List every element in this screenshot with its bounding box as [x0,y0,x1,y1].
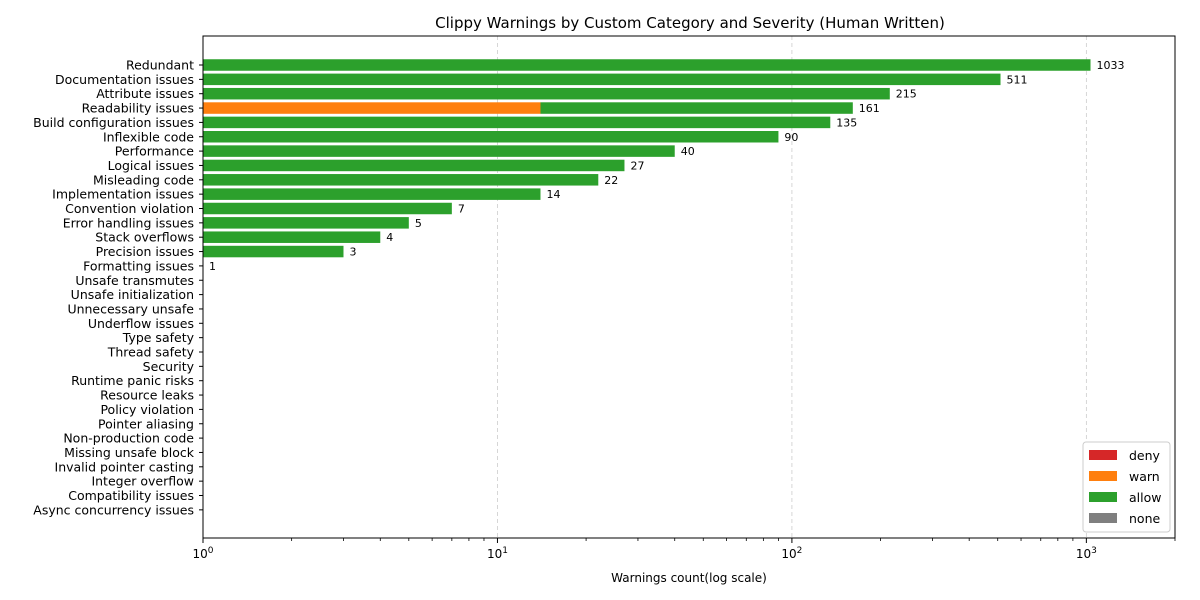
bar-warn [203,102,541,114]
y-tick-label: Invalid pointer casting [55,459,194,474]
y-tick-label: Documentation issues [55,72,194,87]
value-label: 161 [859,102,880,115]
bar-allow [203,159,625,172]
x-axis: 100 101 102 103 [192,538,1176,561]
bar-allow [203,217,409,229]
y-tick-label: Attribute issues [96,86,194,101]
plot-frame [202,35,1176,539]
x-tick-label: 101 [487,546,508,561]
value-label: 14 [546,188,560,201]
value-label: 5 [415,217,422,230]
legend-label-allow: allow [1129,490,1161,505]
value-label: 215 [896,88,917,101]
legend-label-deny: deny [1129,448,1161,463]
value-label: 7 [458,203,465,216]
value-label: 511 [1007,73,1028,86]
value-label: 135 [836,116,857,129]
x-axis-label: Warnings count(log scale) [611,571,767,585]
bar-allow [203,131,779,143]
legend-swatch-none [1089,513,1117,523]
y-tick-label: Underflow issues [88,316,194,331]
bar-allow [203,245,344,258]
legend: deny warn allow none [1082,441,1171,533]
value-label: 1033 [1097,59,1125,72]
y-tick-label: Runtime panic risks [71,373,194,388]
y-tick-label: Non-production code [63,431,194,446]
legend-label-none: none [1129,511,1160,526]
x-tick-label: 102 [781,546,802,561]
bar-allow [203,231,381,243]
y-tick-label: Implementation issues [52,187,194,202]
y-tick-label: Resource leaks [100,388,194,403]
y-tick-label: Inflexible code [103,129,194,144]
legend-swatch-allow [1089,492,1117,502]
value-label: 1 [209,260,216,273]
y-tick-label: Thread safety [107,345,195,360]
y-tick-label: Formatting issues [83,258,194,273]
bar-allow [540,102,853,114]
y-tick-label: Policy violation [100,402,194,417]
bar-allow [203,87,890,100]
value-label: 40 [681,145,695,158]
bar-allow [203,202,452,215]
y-tick-label: Redundant [126,58,194,73]
y-tick-label: Logical issues [108,158,194,173]
value-label: 3 [349,246,356,259]
y-tick-label: Security [143,359,195,374]
y-tick-label: Precision issues [96,244,194,259]
y-tick-label: Stack overflows [95,230,194,245]
y-tick-label: Performance [115,144,195,159]
y-tick-label: Unsafe transmutes [75,273,194,288]
legend-swatch-deny [1089,450,1117,460]
bar-allow [203,174,599,186]
y-tick-label: Readability issues [82,101,194,116]
bars [203,59,1091,258]
y-tick-label: Missing unsafe block [64,445,195,460]
bar-allow [203,73,1001,86]
value-label: 22 [604,174,618,187]
y-tick-label: Convention violation [65,201,194,216]
bar-allow [203,116,831,129]
y-tick-label: Integer overflow [91,474,194,489]
chart-title: Clippy Warnings by Custom Category and S… [435,14,945,32]
y-tick-label: Build configuration issues [33,115,194,130]
value-label: 90 [784,131,798,144]
bar-allow [203,188,541,200]
value-label: 4 [386,231,393,244]
y-tick-label: Type safety [122,330,195,345]
x-tick-label: 100 [192,546,213,561]
y-tick-label: Unnecessary unsafe [67,301,194,316]
y-tick-label: Pointer aliasing [98,416,194,431]
y-tick-label: Misleading code [93,172,194,187]
y-tick-label: Compatibility issues [68,488,194,503]
legend-box [1082,441,1171,533]
bar-allow [203,59,1091,71]
legend-label-warn: warn [1129,469,1160,484]
value-label: 27 [630,159,644,172]
y-tick-label: Unsafe initialization [71,287,194,302]
x-tick-label: 103 [1076,546,1097,561]
y-tick-label: Async concurrency issues [33,502,194,517]
y-tick-label: Error handling issues [63,215,194,230]
bar-allow [203,145,675,157]
legend-swatch-warn [1089,471,1117,481]
